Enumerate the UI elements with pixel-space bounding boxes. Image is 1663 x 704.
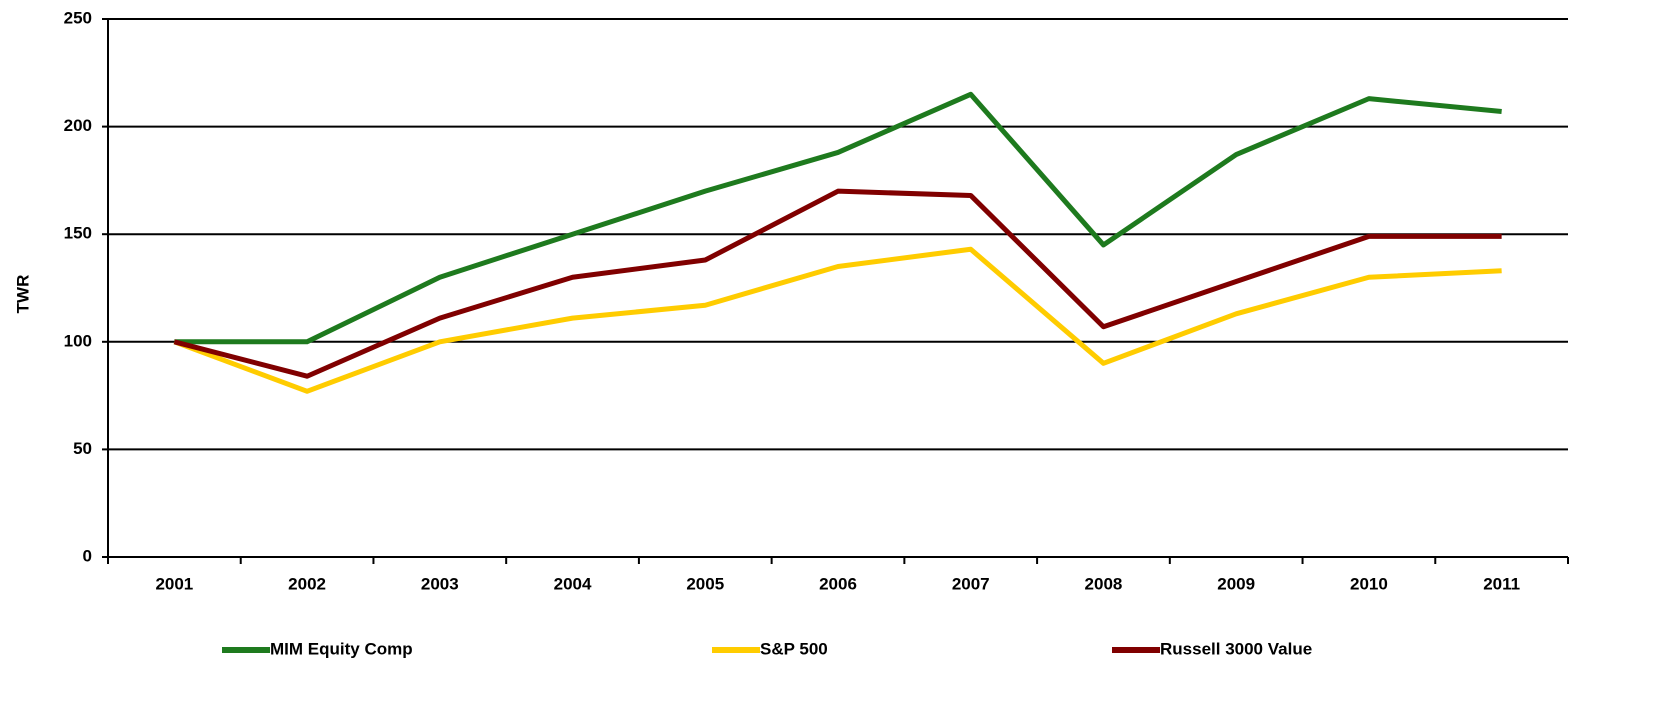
x-tick-label: 2007 xyxy=(952,574,990,593)
x-tick-label: 2010 xyxy=(1350,574,1388,593)
legend-label: S&P 500 xyxy=(760,639,828,658)
series-line xyxy=(173,246,1502,394)
y-tick-label: 100 xyxy=(64,331,92,350)
y-axis-label: TWR xyxy=(13,275,32,314)
x-tick-label: 2005 xyxy=(686,574,724,593)
x-tick-label: 2004 xyxy=(554,574,592,593)
y-tick-label: 0 xyxy=(83,546,92,565)
series-line xyxy=(174,91,1502,345)
y-tick-label: 250 xyxy=(64,8,92,27)
y-tick-label: 50 xyxy=(73,439,92,458)
x-tick-label: 2002 xyxy=(288,574,326,593)
x-tick-label: 2003 xyxy=(421,574,459,593)
series-line xyxy=(173,188,1502,379)
x-tick-label: 2006 xyxy=(819,574,857,593)
x-tick-label: 2001 xyxy=(155,574,193,593)
x-tick-label: 2011 xyxy=(1483,574,1520,593)
y-tick-label: 150 xyxy=(64,224,92,243)
legend-label: MIM Equity Comp xyxy=(270,639,413,658)
x-tick-label: 2009 xyxy=(1217,574,1255,593)
y-tick-label: 200 xyxy=(64,116,92,135)
legend-label: Russell 3000 Value xyxy=(1160,639,1312,658)
x-tick-label: 2008 xyxy=(1085,574,1123,593)
